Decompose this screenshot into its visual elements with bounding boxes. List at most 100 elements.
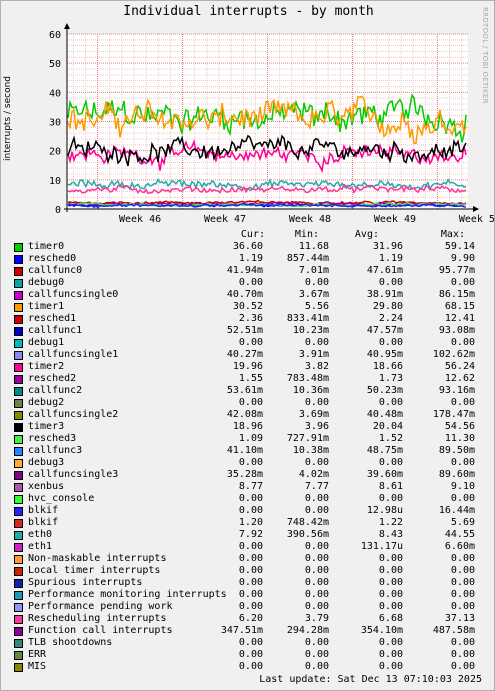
- legend-avg: 0.00: [378, 589, 403, 600]
- legend-min: 11.68: [298, 241, 329, 252]
- legend-name: debug0: [28, 277, 65, 288]
- legend-cur: 42.08m: [226, 409, 263, 420]
- legend-avg: 8.43: [378, 529, 403, 540]
- legend-min: 0.00: [304, 397, 329, 408]
- y-tick-label: 0: [55, 205, 61, 216]
- legend-max: 95.77m: [438, 265, 475, 276]
- legend-row: callfunc3 41.10m 10.38m 48.75m 89.50m: [1, 445, 495, 457]
- legend-max: 0.00: [450, 493, 475, 504]
- legend-min: 857.44m: [286, 253, 329, 264]
- series-line: [67, 178, 467, 192]
- legend-row: callfuncsingle3 35.28m 4.02m 39.60m 89.60m: [1, 469, 495, 481]
- legend-min: 748.42m: [286, 517, 329, 528]
- legend-avg: 38.91m: [366, 289, 403, 300]
- legend-row: xenbus 8.77 7.77 8.61 9.10: [1, 481, 495, 493]
- legend-cur: 41.94m: [226, 265, 263, 276]
- legend-cur: 0.00: [238, 505, 263, 516]
- legend-name: timer3: [28, 421, 65, 432]
- legend-min: 7.01m: [298, 265, 329, 276]
- legend-min: 0.00: [304, 553, 329, 564]
- legend-max: 178.47m: [432, 409, 475, 420]
- legend-swatch: [14, 459, 23, 468]
- legend-swatch: [14, 435, 23, 444]
- legend-swatch: [14, 651, 23, 660]
- legend-swatch: [14, 447, 23, 456]
- legend-row: Performance pending work 0.00 0.00 0.00 0.00: [1, 601, 495, 613]
- legend-max: 5.69: [450, 517, 475, 528]
- legend-swatch: [14, 423, 23, 432]
- legend-name: ERR: [28, 649, 47, 660]
- legend-row: callfuncsingle1 40.27m 3.91m 40.95m 102.62m: [1, 349, 495, 361]
- legend-min: 0.00: [304, 337, 329, 348]
- legend-avg: 0.00: [378, 577, 403, 588]
- legend-swatch: [14, 303, 23, 312]
- chart-title: Individual interrupts - by month: [123, 4, 374, 19]
- legend-name: MIS: [28, 661, 47, 672]
- legend-max: 86.15m: [438, 289, 475, 300]
- legend-cur: 6.20: [238, 613, 263, 624]
- legend-avg: 1.22: [378, 517, 403, 528]
- legend-row: timer2 19.96 3.82 18.66 56.24: [1, 361, 495, 373]
- legend-cur: 0.00: [238, 661, 263, 672]
- legend-row: debug0 0.00 0.00 0.00 0.00: [1, 277, 495, 289]
- legend-row: callfuncsingle2 42.08m 3.69m 40.48m 178.47m: [1, 409, 495, 421]
- legend-min: 4.02m: [298, 469, 329, 480]
- legend-swatch: [14, 411, 23, 420]
- legend-min: 3.82: [304, 361, 329, 372]
- legend-row: resched2 1.55 783.48m 1.73 12.62: [1, 373, 495, 385]
- legend-avg: 40.48m: [366, 409, 403, 420]
- tick-labels: 0 10 20 30 40 50 60 Week 46 Week 47 Week 48 Week 4…: [49, 30, 495, 225]
- legend-max: 0.00: [450, 565, 475, 576]
- legend-cur: 0.00: [238, 397, 263, 408]
- legend-avg: 354.10m: [360, 625, 403, 636]
- legend-avg: 0.00: [378, 553, 403, 564]
- legend-cur: 0.00: [238, 649, 263, 660]
- y-tick-label: 30: [49, 118, 61, 129]
- legend-row: resched1 2.36 833.41m 2.24 12.41: [1, 313, 495, 325]
- legend-max: 93.16m: [438, 385, 475, 396]
- x-tick-label: Week 46: [119, 214, 161, 225]
- legend-max: 102.62m: [432, 349, 475, 360]
- legend-max: 0.00: [450, 649, 475, 660]
- legend-min: 3.69m: [298, 409, 329, 420]
- legend-cur: 7.92: [238, 529, 263, 540]
- legend-name: callfunc2: [28, 385, 83, 396]
- legend-name: Performance monitoring interrupts: [28, 589, 227, 600]
- legend-row: Non-maskable interrupts 0.00 0.00 0.00 0.00: [1, 553, 495, 565]
- legend-name: callfuncsingle0: [28, 289, 119, 300]
- series-line: [67, 134, 467, 167]
- legend-name: eth1: [28, 541, 53, 552]
- legend-name: eth0: [28, 529, 53, 540]
- legend-max: 0.00: [450, 637, 475, 648]
- legend-swatch: [14, 555, 23, 564]
- y-tick-label: 40: [49, 88, 61, 99]
- x-tick-label: Week 50: [459, 214, 495, 225]
- legend-min: 833.41m: [286, 313, 329, 324]
- legend-cur: 1.09: [238, 433, 263, 444]
- legend-swatch: [14, 243, 23, 252]
- legend-row: timer1 30.52 5.56 29.80 68.15: [1, 301, 495, 313]
- legend-swatch: [14, 267, 23, 276]
- legend-avg: 0.00: [378, 661, 403, 672]
- legend-swatch: [14, 363, 23, 372]
- legend-avg: 1.19: [378, 253, 403, 264]
- legend-name: callfuncsingle1: [28, 349, 119, 360]
- legend-cur: 0.00: [238, 601, 263, 612]
- legend-name: resched3: [28, 433, 77, 444]
- legend-swatch: [14, 543, 23, 552]
- legend-cur: 347.51m: [220, 625, 263, 636]
- chart-plot: 0 10 20 30 40 50 60 Week 46 Week 47 Week 48 Week 4…: [49, 23, 495, 225]
- legend-name: debug1: [28, 337, 65, 348]
- legend-cur: 0.00: [238, 457, 263, 468]
- legend-avg: 0.00: [378, 337, 403, 348]
- legend-avg: 47.57m: [366, 325, 403, 336]
- legend-min: 727.91m: [286, 433, 329, 444]
- legend-avg: 39.60m: [366, 469, 403, 480]
- legend-min: 0.00: [304, 577, 329, 588]
- series-line: [67, 95, 467, 145]
- legend-min: 3.96: [304, 421, 329, 432]
- legend-min: 0.00: [304, 277, 329, 288]
- legend-row: Local timer interrupts 0.00 0.00 0.00 0.00: [1, 565, 495, 577]
- legend-avg: 2.24: [378, 313, 403, 324]
- legend-swatch: [14, 483, 23, 492]
